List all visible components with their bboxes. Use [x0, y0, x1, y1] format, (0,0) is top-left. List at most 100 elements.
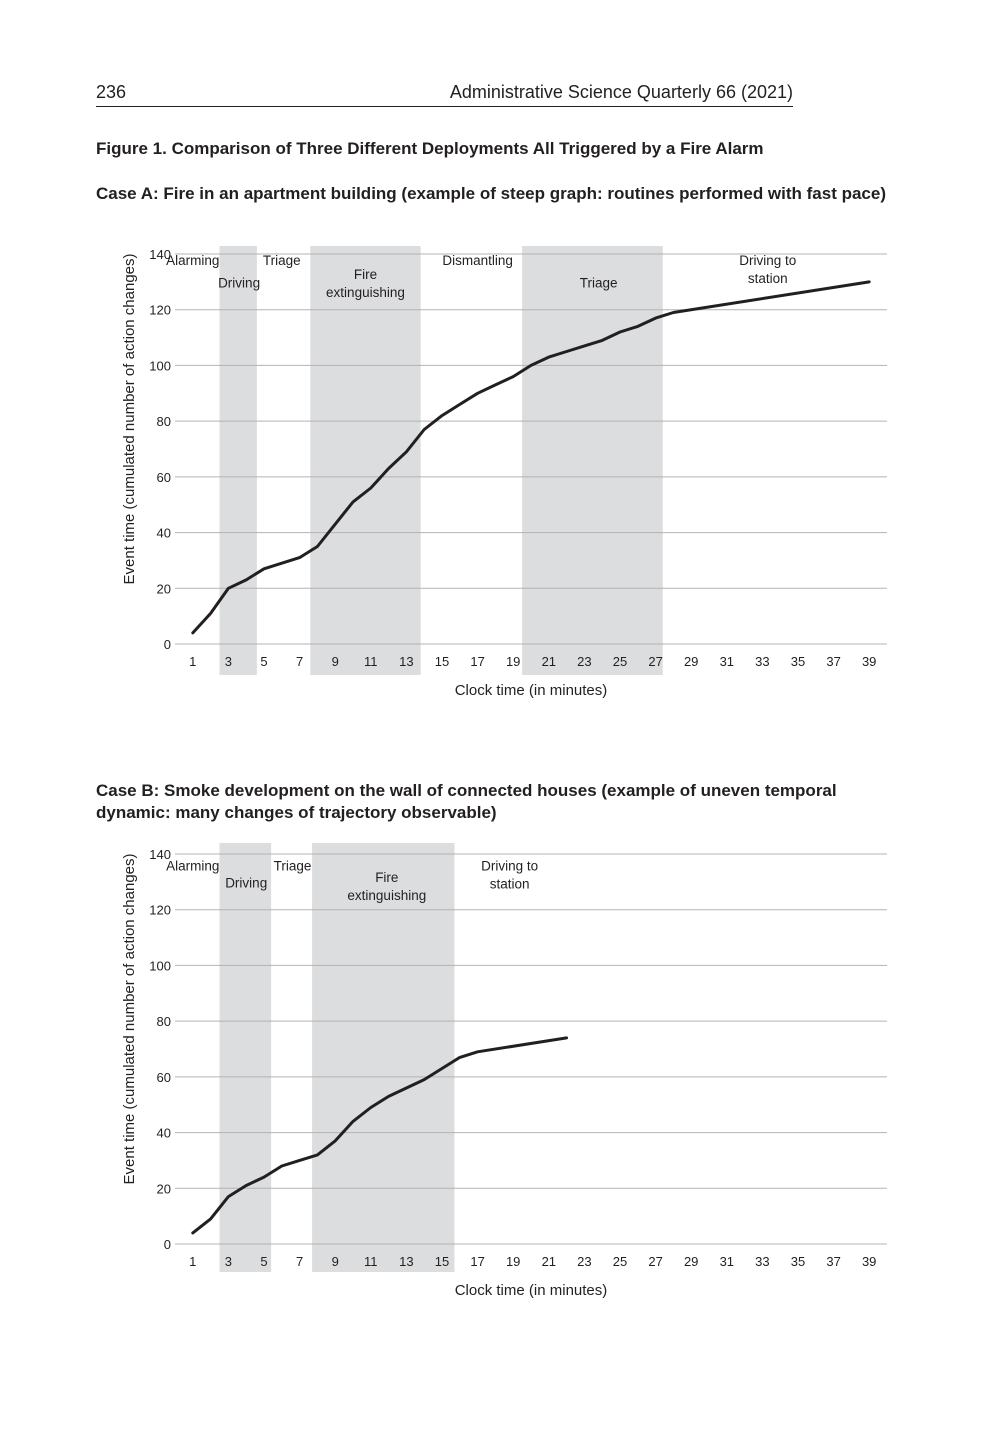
y-tick-label: 140	[149, 247, 171, 262]
shaded-band-3	[522, 246, 663, 675]
x-tick-label: 5	[260, 1254, 267, 1269]
x-tick-label: 9	[332, 1254, 339, 1269]
y-tick-label: 80	[157, 414, 171, 429]
phase-label-line: Driving to	[739, 253, 796, 268]
series-line-1	[191, 280, 871, 635]
shaded-band-2	[310, 246, 421, 675]
phase-label-line: Triage	[263, 253, 301, 268]
phase-label: Alarming	[166, 253, 219, 268]
phase-label-line: extinguishing	[326, 285, 405, 300]
x-tick-label: 5	[260, 654, 267, 669]
x-tick-label: 3	[225, 1254, 232, 1269]
y-tick-label: 60	[157, 470, 171, 485]
y-tick-label: 120	[149, 303, 171, 318]
phase-label: Triage	[580, 275, 618, 290]
x-axis-label: Clock time (in minutes)	[455, 1282, 608, 1299]
x-tick-label: 29	[684, 1254, 698, 1269]
x-tick-label: 33	[755, 1254, 769, 1269]
case-a-title: Case A: Fire in an apartment building (e…	[96, 184, 887, 203]
x-tick-label: 7	[296, 1254, 303, 1269]
y-tick-label: 60	[157, 1070, 171, 1085]
x-tick-label: 39	[862, 654, 876, 669]
phase-label-line: extinguishing	[347, 888, 426, 903]
y-tick-label: 0	[164, 1237, 171, 1252]
figure-title: Figure 1. Comparison of Three Different …	[96, 139, 764, 158]
phase-label-line: Driving to	[481, 859, 538, 874]
case-b-title: Case B: Smoke development on the wall of…	[96, 781, 837, 822]
phase-label: Driving	[218, 275, 260, 290]
phase-label: Dismantling	[442, 253, 513, 268]
x-tick-label: 25	[613, 654, 627, 669]
x-tick-label: 33	[755, 654, 769, 669]
phase-label-line: Alarming	[166, 253, 219, 268]
page-header: 236 Administrative Science Quarterly 66 …	[96, 80, 793, 107]
x-tick-label: 23	[577, 1254, 591, 1269]
phase-label-line: Triage	[274, 859, 312, 874]
x-tick-label: 21	[542, 654, 556, 669]
page-number: 236	[96, 82, 127, 102]
x-tick-label: 23	[577, 654, 591, 669]
y-tick-label: 80	[157, 1014, 171, 1029]
y-tick-label: 140	[149, 847, 171, 862]
x-tick-label: 1	[189, 1254, 196, 1269]
x-tick-label: 37	[826, 1254, 840, 1269]
y-tick-label: 100	[149, 958, 171, 973]
y-tick-label: 20	[157, 1181, 171, 1196]
x-axis-label: Clock time (in minutes)	[455, 682, 608, 699]
y-tick-label: 40	[157, 526, 171, 541]
y-tick-label: 20	[157, 581, 171, 596]
y-tick-label: 100	[149, 358, 171, 373]
y-axis-label: Event time (cumulated number of action c…	[121, 253, 138, 584]
phase-label-line: Driving	[218, 275, 260, 290]
phase-label-line: Dismantling	[442, 253, 513, 268]
x-tick-label: 19	[506, 654, 520, 669]
y-tick-label: 0	[164, 637, 171, 652]
x-tick-label: 37	[826, 654, 840, 669]
series-line-1	[191, 1036, 569, 1235]
x-tick-label: 11	[364, 654, 378, 669]
journal-name: Administrative Science Quarterly 66 (202…	[449, 82, 793, 102]
phase-label-line: station	[748, 271, 788, 286]
shaded-band-1	[219, 246, 257, 675]
x-tick-label: 13	[399, 654, 413, 669]
phase-label-line: Fire	[375, 870, 398, 885]
x-tick-label: 17	[470, 654, 484, 669]
phase-label-line: Driving	[225, 875, 267, 890]
x-tick-label: 27	[648, 1254, 662, 1269]
x-tick-label: 15	[435, 654, 449, 669]
x-tick-label: 15	[435, 1254, 449, 1269]
x-tick-label: 19	[506, 1254, 520, 1269]
x-tick-label: 35	[791, 654, 805, 669]
y-tick-label: 120	[149, 903, 171, 918]
x-tick-label: 11	[364, 1254, 378, 1269]
x-tick-label: 25	[613, 1254, 627, 1269]
x-tick-label: 35	[791, 1254, 805, 1269]
phase-label: Driving to station	[481, 859, 538, 892]
phase-label: Driving	[225, 875, 267, 890]
phase-label-line: Fire	[354, 267, 377, 282]
x-tick-label: 13	[399, 1254, 413, 1269]
phase-label: Triage	[263, 253, 301, 268]
x-tick-label: 27	[648, 654, 662, 669]
x-tick-label: 31	[720, 654, 734, 669]
y-tick-label: 40	[157, 1126, 171, 1141]
y-axis-label: Event time (cumulated number of action c…	[121, 853, 138, 1184]
phase-label: Fire extinguishing	[326, 267, 405, 300]
x-tick-label: 3	[225, 654, 232, 669]
phase-label: Alarming	[166, 859, 219, 874]
phase-label: Triage	[274, 859, 312, 874]
phase-label: Fire extinguishing	[347, 870, 426, 903]
x-tick-label: 7	[296, 654, 303, 669]
phase-label-line: Triage	[580, 275, 618, 290]
phase-label: Driving to station	[739, 253, 796, 286]
x-tick-label: 1	[189, 654, 196, 669]
x-tick-label: 29	[684, 654, 698, 669]
shaded-band-1	[219, 843, 272, 1272]
x-tick-label: 17	[470, 1254, 484, 1269]
x-tick-label: 21	[542, 1254, 556, 1269]
x-tick-label: 31	[720, 1254, 734, 1269]
phase-label-line: Alarming	[166, 859, 219, 874]
x-tick-label: 39	[862, 1254, 876, 1269]
